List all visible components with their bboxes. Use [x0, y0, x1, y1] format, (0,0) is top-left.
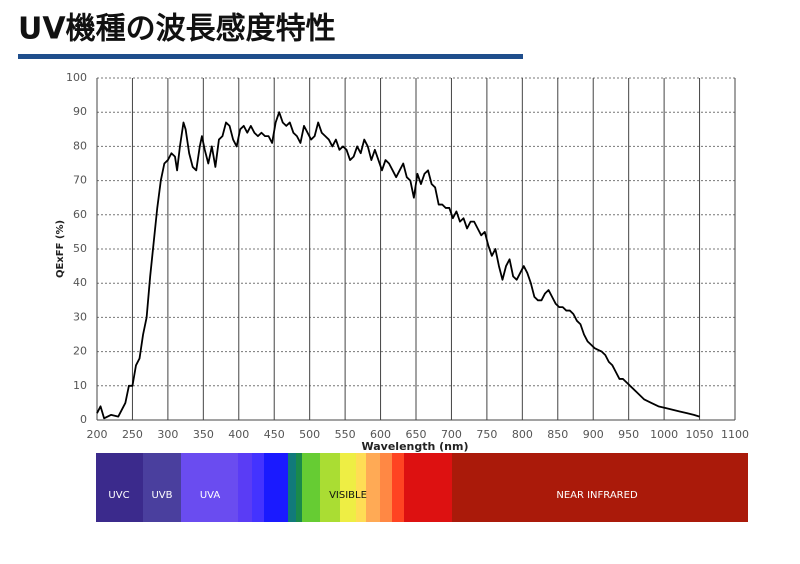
band-label: VISIBLE: [329, 490, 367, 501]
spectrum-bar: UVC UVB UVA VISIBLE NEAR INFRARED: [96, 453, 748, 522]
x-tick-label: 1050: [686, 428, 714, 441]
band: [238, 453, 252, 522]
y-tick-label: 0: [80, 413, 87, 426]
y-tick-label: 60: [73, 208, 87, 221]
band-label: UVB: [151, 490, 172, 501]
band: [392, 453, 404, 522]
band: [264, 453, 288, 522]
band: [320, 453, 340, 522]
band: [366, 453, 380, 522]
title-underline: [18, 54, 523, 59]
band: [404, 453, 452, 522]
x-tick-label: 950: [618, 428, 639, 441]
x-tick-label: 1000: [650, 428, 678, 441]
band: [380, 453, 392, 522]
band: [96, 453, 143, 522]
x-tick-label: 400: [228, 428, 249, 441]
band-label: UVA: [200, 490, 221, 501]
x-axis-label: Wavelength (nm): [362, 440, 469, 453]
x-tick-label: 250: [122, 428, 143, 441]
band-label: UVC: [108, 490, 129, 501]
y-axis-label: QExFF (%): [55, 220, 66, 278]
x-tick-label: 850: [547, 428, 568, 441]
band: [356, 453, 366, 522]
x-tick-label: 800: [512, 428, 533, 441]
band: [340, 453, 356, 522]
y-tick-label: 90: [73, 105, 87, 118]
y-tick-label: 80: [73, 139, 87, 152]
y-tick-label: 30: [73, 310, 87, 323]
x-tick-label: 200: [87, 428, 108, 441]
band: [296, 453, 302, 522]
x-tick-label: 750: [476, 428, 497, 441]
y-tick-label: 50: [73, 242, 87, 255]
band-label: NEAR INFRARED: [556, 490, 638, 501]
band: [181, 453, 238, 522]
chart-title: UV機種の波長感度特性: [18, 12, 336, 47]
y-tick-label: 10: [73, 379, 87, 392]
x-tick-label: 450: [264, 428, 285, 441]
x-tick-label: 700: [441, 428, 462, 441]
band: [143, 453, 181, 522]
x-tick-label: 600: [370, 428, 391, 441]
x-tick-label: 900: [583, 428, 604, 441]
y-tick-label: 100: [66, 71, 87, 84]
band: [302, 453, 320, 522]
y-tick-label: 20: [73, 345, 87, 358]
x-tick-label: 550: [335, 428, 356, 441]
band: [452, 453, 748, 522]
data-line: [96, 111, 700, 420]
band: [288, 453, 296, 522]
x-tick-label: 350: [193, 428, 214, 441]
x-tick-label: 650: [406, 428, 427, 441]
y-tick-label: 40: [73, 276, 87, 289]
x-tick-label: 300: [157, 428, 178, 441]
x-tick-label: 500: [299, 428, 320, 441]
band: [252, 453, 264, 522]
x-tick-label: 1100: [721, 428, 749, 441]
y-tick-label: 70: [73, 174, 87, 187]
